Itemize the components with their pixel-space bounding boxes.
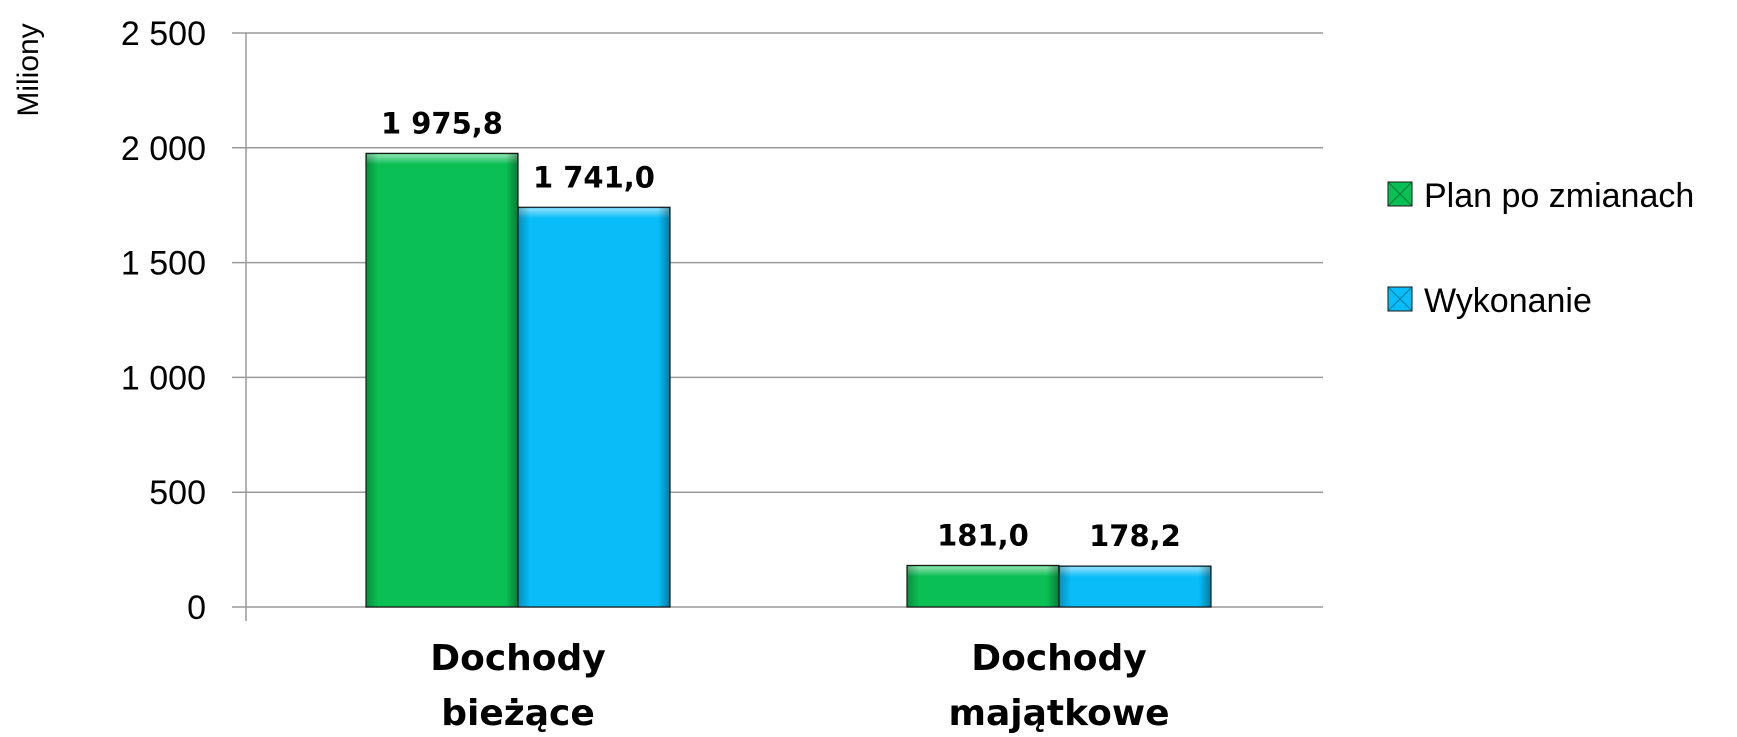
bars: [365, 152, 1212, 608]
y-axis-label: Miliony: [12, 23, 45, 116]
bar: [365, 152, 519, 608]
data-label: 178,2: [1089, 519, 1181, 553]
data-label: 1 741,0: [533, 160, 655, 194]
bar: [906, 564, 1060, 608]
data-labels: 1 975,8 1 741,0 181,0 178,2: [381, 106, 1181, 553]
y-tick-label: 0: [187, 589, 206, 627]
x-tick-label: Dochody: [971, 638, 1147, 679]
legend-swatch-bevel: [1387, 181, 1413, 207]
x-tick-label: bieżące: [441, 693, 595, 734]
y-tick-label: 2 000: [121, 130, 206, 168]
y-tick-label: 1 000: [121, 359, 206, 397]
data-label: 1 975,8: [381, 106, 503, 140]
bar-shade: [907, 565, 1059, 607]
data-label: 181,0: [937, 518, 1029, 552]
y-tick-label: 1 500: [121, 245, 206, 283]
legend: Plan po zmianach Wykonanie: [1387, 177, 1694, 320]
y-axis-ticks: 0 500 1 000 1 500 2 000 2 500: [121, 15, 206, 627]
legend-label: Plan po zmianach: [1424, 177, 1694, 215]
bar: [1058, 565, 1212, 608]
legend-swatch: [1387, 181, 1413, 207]
bar-shade: [518, 207, 670, 607]
legend-item: Plan po zmianach: [1387, 177, 1694, 215]
legend-swatch-bevel: [1387, 286, 1413, 312]
legend-swatch: [1387, 286, 1413, 312]
y-tick-label: 500: [149, 474, 206, 512]
x-axis-categories: Dochody bieżące Dochody majątkowe: [430, 638, 1169, 734]
x-tick-label: Dochody: [430, 638, 606, 679]
legend-label: Wykonanie: [1424, 282, 1592, 320]
bar-shade: [366, 153, 518, 607]
bar-shade: [1059, 566, 1211, 607]
x-tick-label: majątkowe: [948, 693, 1169, 734]
legend-item: Wykonanie: [1387, 282, 1592, 320]
y-tick-label: 2 500: [121, 15, 206, 53]
bar: [517, 206, 671, 608]
